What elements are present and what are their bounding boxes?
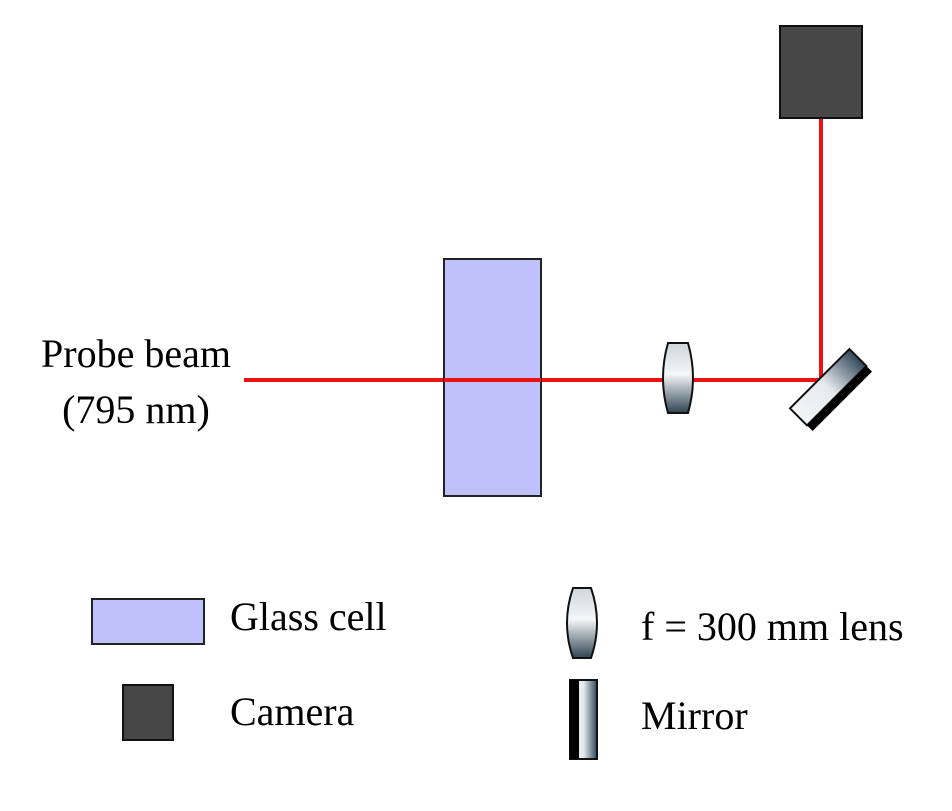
lens-icon xyxy=(662,342,694,414)
mirror xyxy=(788,347,873,432)
probe-beam-label: Probe beam xyxy=(41,331,231,376)
legend-mirror-icon xyxy=(569,679,598,760)
glass-cell xyxy=(443,258,542,497)
legend-lens-label: f = 300 mm lens xyxy=(641,604,904,649)
probe-beam-wavelength: (795 nm) xyxy=(62,387,210,432)
legend-glass-cell-label: Glass cell xyxy=(230,594,387,639)
legend-camera-swatch xyxy=(122,684,174,741)
legend-glass-cell-swatch xyxy=(91,598,205,645)
legend-camera-label: Camera xyxy=(230,689,355,734)
legend-mirror-label: Mirror xyxy=(641,693,748,738)
camera xyxy=(779,25,863,119)
legend-lens-icon xyxy=(566,587,598,659)
